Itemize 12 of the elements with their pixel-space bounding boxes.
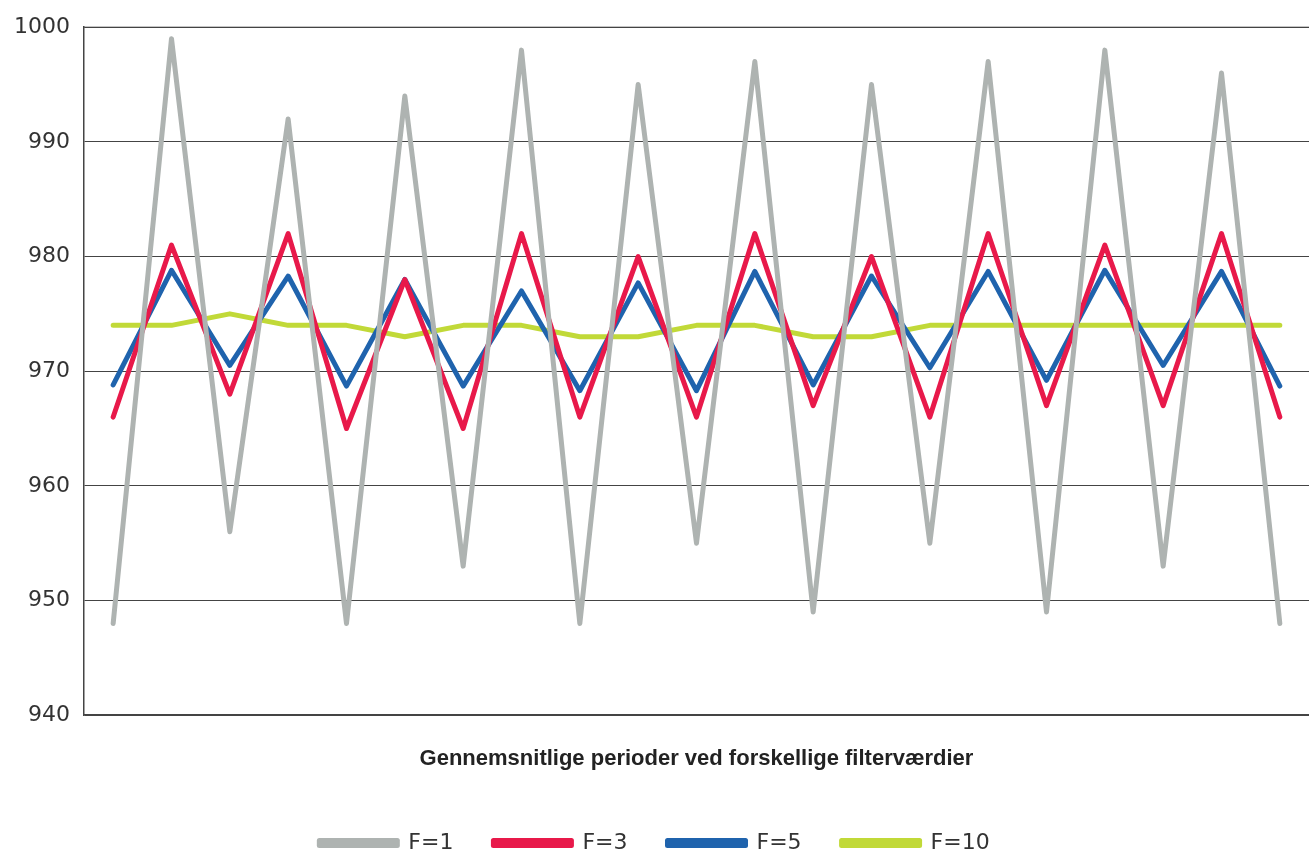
x-axis-title: Gennemsnitlige perioder ved forskellige filterværdier	[419, 744, 974, 770]
y-tick-label: 1000	[13, 12, 70, 38]
y-tick-label: 940	[27, 700, 70, 726]
y-tick-label: 950	[27, 586, 70, 612]
y-tick-label: 980	[27, 242, 70, 268]
legend-label: F=10	[930, 828, 990, 854]
y-tick-label: 970	[27, 356, 70, 382]
y-tick-label: 960	[27, 471, 70, 497]
legend-label: F=3	[582, 828, 628, 854]
y-tick-label: 990	[27, 127, 70, 153]
legend-label: F=1	[408, 828, 454, 854]
legend-label: F=5	[756, 828, 802, 854]
